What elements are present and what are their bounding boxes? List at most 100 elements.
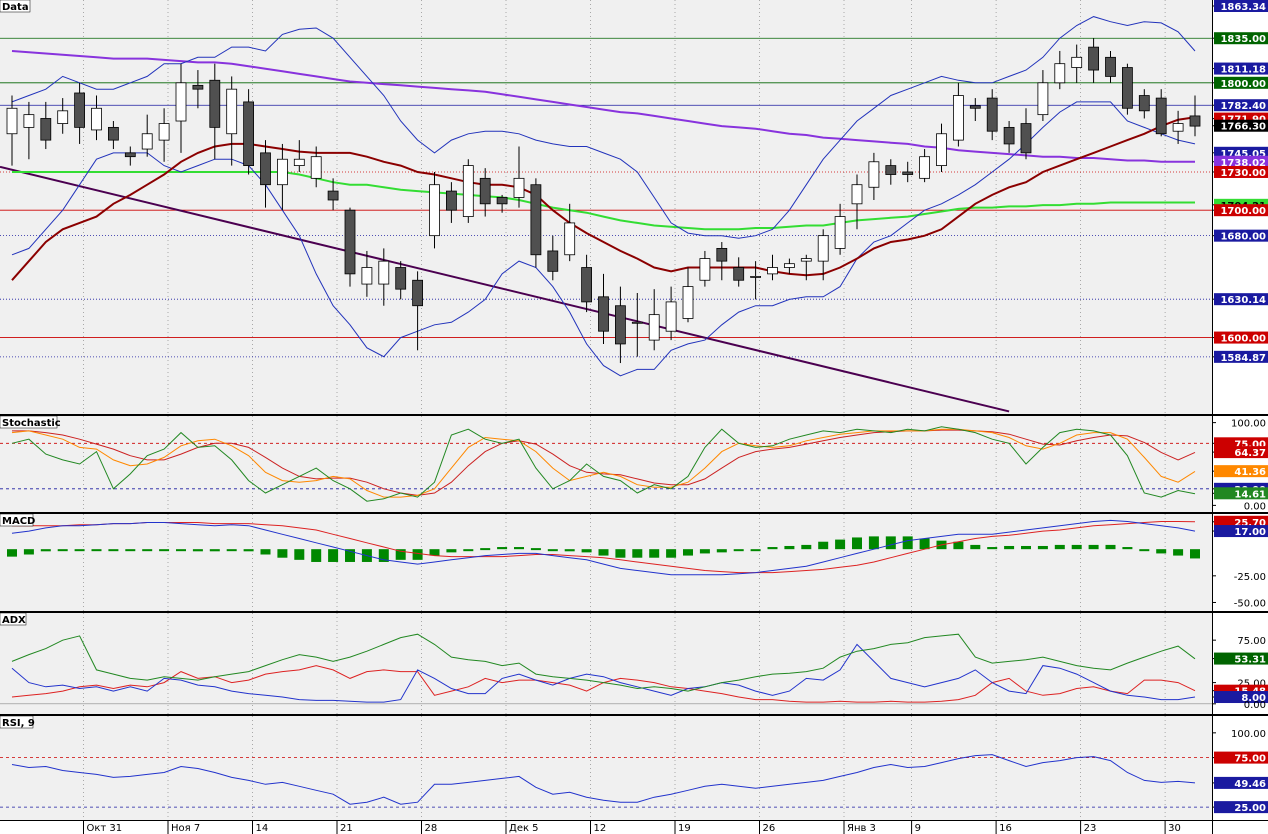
candle-down [395, 267, 407, 290]
macd-histogram-bar [1071, 544, 1082, 550]
bollinger-upper-line [11, 16, 1196, 239]
date-label: 28 [425, 823, 438, 834]
price-candles [6, 38, 1201, 364]
price-title-bg [0, 0, 31, 13]
axis-value-badge [1214, 293, 1268, 306]
candle-down [1088, 46, 1099, 71]
candle-down [209, 79, 221, 128]
candle-up [564, 222, 576, 256]
candle-down [124, 152, 136, 158]
candle-up [462, 165, 474, 217]
axis-value-label: 25.00 [1237, 679, 1266, 690]
price-panel: Data [0, 0, 1212, 414]
candle-down [733, 267, 745, 281]
macd-histogram-bar [192, 549, 203, 552]
candle-up [141, 133, 153, 150]
axis-value-badge [1214, 204, 1268, 217]
candle-up [6, 107, 18, 135]
macd-histogram-bar [125, 549, 136, 552]
axis-value-badge [1214, 652, 1268, 665]
support-trendline [0, 165, 1010, 413]
candle-up [513, 177, 525, 198]
candle-up [631, 321, 643, 324]
bollinger-lower-line [11, 101, 1196, 377]
candle-up [834, 216, 846, 249]
axis-value-label: 1863.34 [1220, 2, 1266, 13]
axis-value-label: -25.00 [1234, 572, 1266, 583]
macd-histogram-bar [176, 549, 186, 552]
axis-value-label: 1766.30 [1220, 122, 1266, 133]
axis-value-label: 41.36 [1234, 467, 1266, 478]
adx-panel: ADX [0, 612, 1212, 714]
macd-histogram-bar [142, 549, 153, 552]
axis-value-label: 25.00 [1234, 803, 1266, 814]
candle-up [1071, 56, 1083, 68]
candle-up [699, 258, 711, 281]
candle-up [767, 267, 778, 275]
macd-histogram-bar [1139, 549, 1150, 552]
macd-histogram-bar [412, 549, 423, 560]
rsi-grid [0, 716, 1212, 820]
axis-value-label: -50.00 [1234, 598, 1266, 609]
macd-histogram-bar [564, 549, 575, 552]
candle-up [1172, 123, 1184, 132]
axis-value-badge [1214, 99, 1268, 112]
macd-histogram-bar [243, 549, 254, 552]
macd-histogram-bar [40, 549, 51, 552]
axis-value-badge [1214, 165, 1268, 178]
macd-histogram-bar [1021, 545, 1031, 550]
mid-moving-average-line [12, 171, 1195, 231]
axis-value-label: 14.61 [1234, 489, 1266, 500]
macd-histogram-bar [463, 549, 474, 552]
macd-histogram-bar [598, 549, 609, 556]
candle-up [750, 276, 761, 278]
macd-histogram-bar [868, 536, 879, 550]
axis-value-badge [1214, 751, 1268, 764]
axis-value-label: 75.00 [1234, 439, 1266, 450]
date-label: 26 [763, 823, 776, 834]
axis-value-badge [1214, 155, 1268, 168]
axis-value-badge [1214, 801, 1268, 814]
macd-histogram-bar [919, 538, 930, 550]
candle-down [1122, 67, 1133, 109]
stochastic-panel-title: Stochastic [2, 418, 61, 429]
macd-histogram-bar [57, 549, 68, 552]
axis-value-badge [1214, 76, 1268, 89]
adx-panel-title: ADX [2, 615, 26, 626]
stochastic-slow-d-line [12, 429, 1196, 496]
macd-lines [7, 519, 1200, 576]
axis-value-badge [1214, 691, 1268, 704]
candle-down [547, 250, 559, 272]
macd-grid [83, 514, 1166, 611]
macd-histogram-bar [1156, 549, 1167, 554]
axis-value-label: 1745.05 [1220, 149, 1266, 160]
macd-panel-background [0, 514, 1212, 611]
macd-histogram-bar [429, 549, 440, 556]
macd-panel-title: MACD [2, 516, 35, 527]
axis-value-badge [1214, 350, 1268, 363]
candle-down [74, 92, 85, 128]
candle-up [1037, 82, 1049, 116]
candle-up [378, 260, 390, 285]
candle-up [953, 95, 964, 141]
date-label: 21 [340, 823, 353, 834]
candle-up [784, 263, 795, 268]
axis-value-label: 49.46 [1234, 779, 1266, 790]
macd-histogram-bar [902, 536, 913, 550]
candle-down [716, 247, 728, 262]
date-label: 9 [915, 823, 921, 834]
date-label: Дек 5 [509, 823, 539, 834]
axis-value-badge [1214, 515, 1268, 528]
macd-histogram-bar [497, 547, 508, 550]
macd-histogram-bar [649, 549, 660, 558]
macd-histogram-bar [666, 549, 677, 558]
adx-grid [83, 613, 1166, 714]
date-label: 30 [1168, 823, 1181, 834]
stochastic-lines [11, 426, 1196, 502]
axis-value-badge [1214, 465, 1268, 478]
adx-line [11, 633, 1196, 692]
candle-up [276, 158, 288, 186]
candle-up [800, 258, 812, 262]
macd-histogram-bar [750, 549, 761, 552]
rsi-line [11, 754, 1196, 805]
